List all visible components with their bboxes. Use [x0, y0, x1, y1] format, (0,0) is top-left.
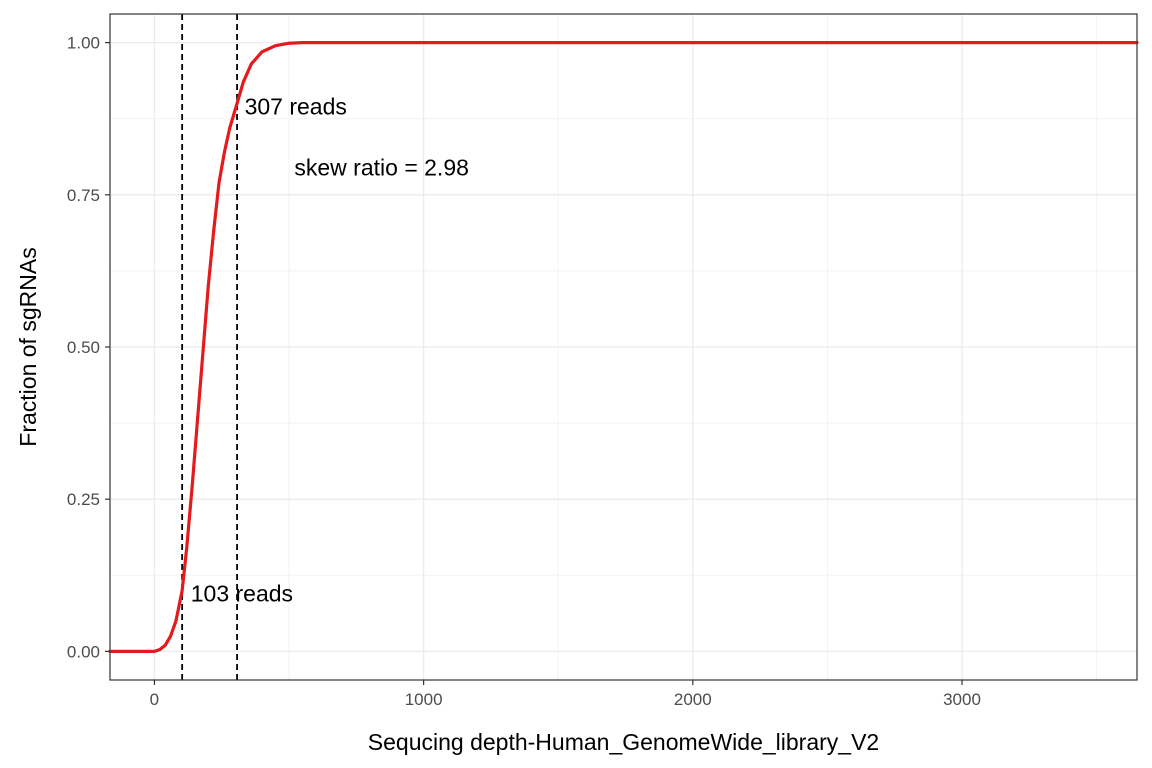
x-tick-label: 0: [150, 690, 159, 709]
annotation-layer: 307 reads skew ratio = 2.98 103 reads: [191, 94, 469, 607]
annotation-label: 307 reads: [245, 94, 347, 120]
annotation-label: 103 reads: [191, 581, 293, 607]
x-tick-label: 2000: [674, 690, 712, 709]
y-tick-label: 1.00: [67, 34, 100, 53]
y-tick-label: 0.50: [67, 338, 100, 357]
series-layer: [108, 41, 1139, 653]
y-axis-title: Fraction of sgRNAs: [15, 247, 41, 446]
vline-layer: [181, 14, 238, 680]
y-tick-label: 0.00: [67, 642, 100, 661]
y-axis: 0.00 0.25 0.50 0.75 1.00: [67, 34, 110, 661]
x-axis-title: Sequcing depth-Human_GenomeWide_library_…: [368, 729, 879, 755]
annotation-label: skew ratio = 2.98: [294, 154, 469, 180]
x-tick-label: 1000: [405, 690, 443, 709]
cumulative-fraction-line: [108, 41, 1139, 653]
y-tick-label: 0.75: [67, 186, 100, 205]
y-tick-label: 0.25: [67, 490, 100, 509]
x-tick-label: 3000: [943, 690, 981, 709]
x-axis: 0 1000 2000 3000: [150, 680, 981, 709]
